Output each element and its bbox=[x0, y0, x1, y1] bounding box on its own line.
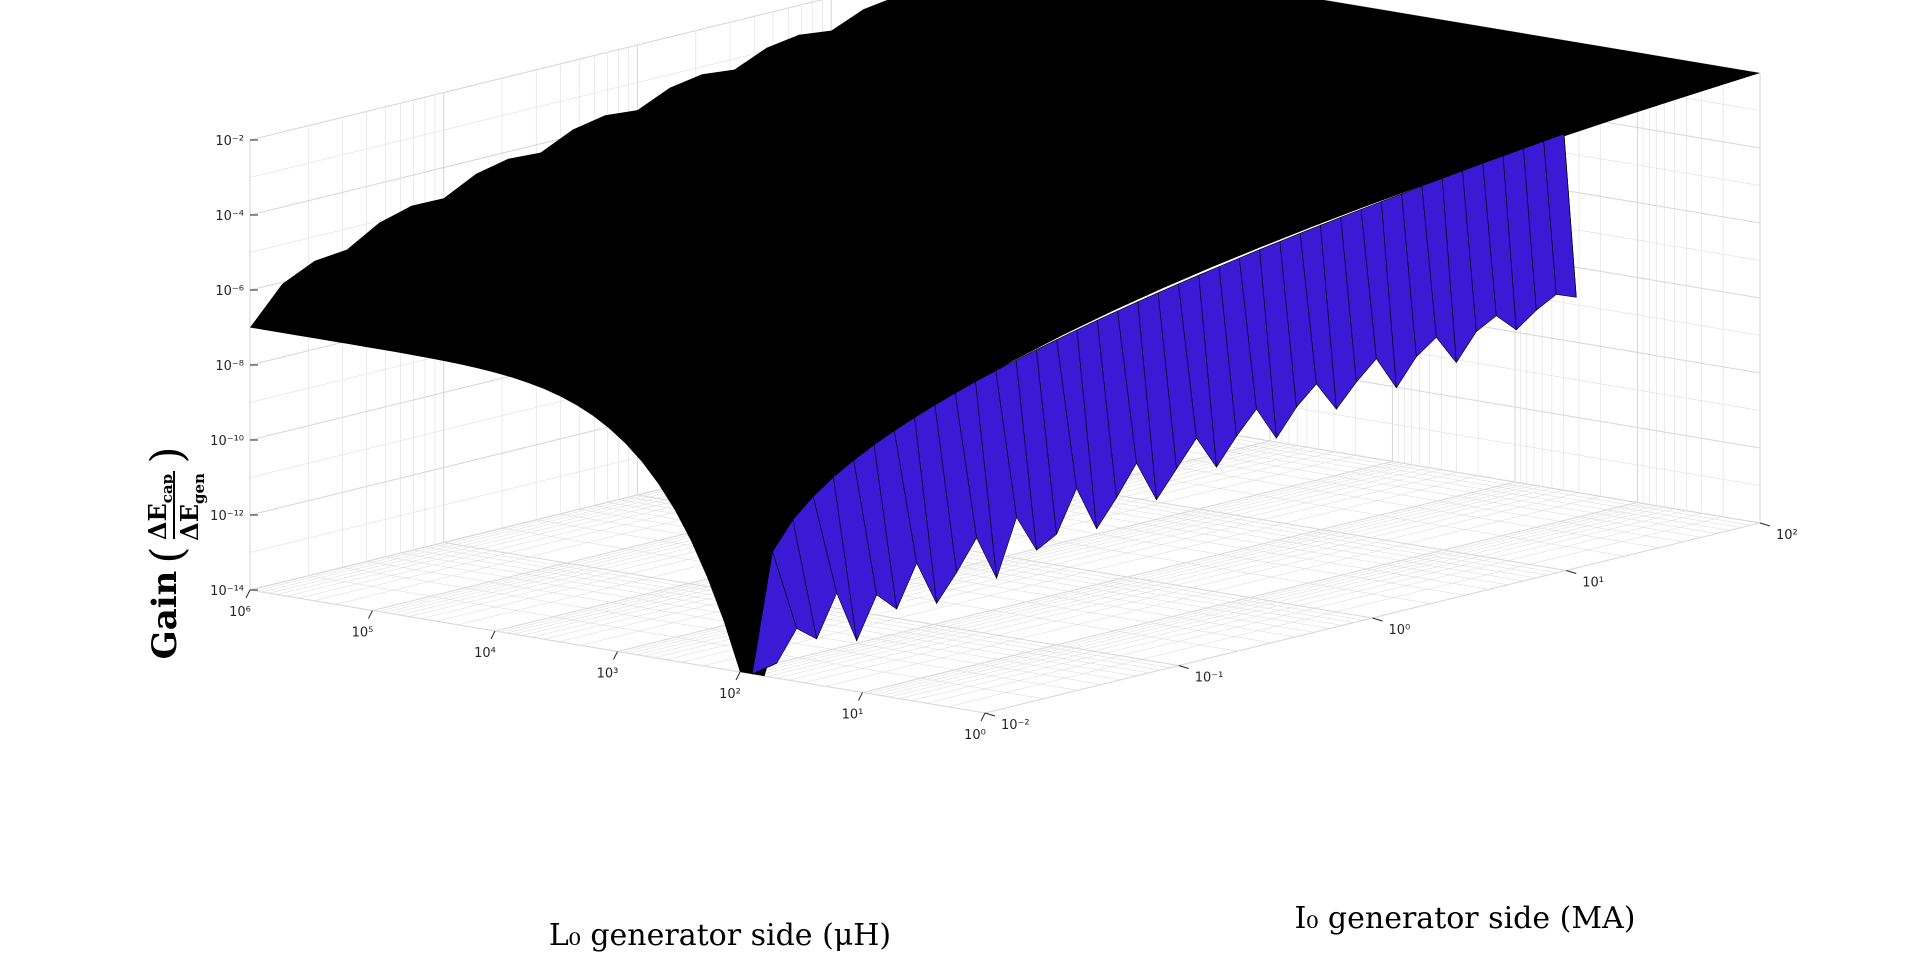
y-tick bbox=[1373, 618, 1383, 621]
z-tick-label: 10⁻¹⁴ bbox=[210, 584, 244, 599]
y-tick-label: 10¹ bbox=[1582, 576, 1604, 591]
y-tick bbox=[1179, 666, 1189, 669]
x-tick bbox=[614, 652, 618, 660]
surface-plot bbox=[250, 0, 1760, 676]
y-tick-label: 10⁻² bbox=[1001, 718, 1030, 733]
z-axis-label-paren-close: ) bbox=[142, 446, 193, 463]
x-tick bbox=[246, 590, 250, 598]
z-tick-label: 10⁻¹² bbox=[210, 509, 244, 524]
x-tick bbox=[981, 713, 985, 721]
y-axis-label: I₀ generator side (MA) bbox=[1295, 901, 1636, 936]
x-tick bbox=[369, 611, 373, 619]
x-tick-label: 10¹ bbox=[842, 708, 864, 723]
z-axis-label: Gain ( ΔEcap ΔEgen ) bbox=[142, 446, 208, 659]
x-tick bbox=[859, 693, 863, 701]
z-axis-label-numerator: ΔEcap bbox=[143, 474, 176, 540]
x-tick-label: 10⁴ bbox=[474, 646, 496, 661]
surface-plateau bbox=[250, 0, 1760, 676]
z-tick-label: 10⁻⁸ bbox=[215, 359, 244, 374]
x-axis-label: L₀ generator side (μH) bbox=[549, 918, 891, 953]
x-tick-label: 10⁰ bbox=[964, 728, 986, 743]
y-tick bbox=[1760, 523, 1770, 526]
y-tick-label: 10² bbox=[1776, 528, 1798, 543]
x-tick bbox=[491, 631, 495, 639]
y-tick bbox=[985, 713, 995, 716]
x-tick-label: 10² bbox=[719, 687, 741, 702]
x-tick-label: 10³ bbox=[597, 667, 619, 682]
z-tick-label: 10⁻⁴ bbox=[215, 209, 244, 224]
z-tick-label: 10⁻² bbox=[215, 134, 244, 149]
z-tick-label: 10⁻¹⁰ bbox=[210, 434, 244, 449]
x-tick bbox=[736, 672, 740, 680]
y-tick-label: 10⁻¹ bbox=[1195, 671, 1224, 686]
z-tick-label: 10⁻⁶ bbox=[215, 284, 244, 299]
y-tick-label: 10⁰ bbox=[1389, 623, 1411, 638]
z-axis-label-prefix: Gain bbox=[145, 571, 185, 660]
x-tick-label: 10⁶ bbox=[229, 605, 251, 620]
z-axis-label-paren-open: ( bbox=[142, 546, 193, 563]
y-tick bbox=[1566, 571, 1576, 574]
x-tick-label: 10⁵ bbox=[352, 626, 374, 641]
z-axis-label-denominator: ΔEgen bbox=[175, 473, 208, 541]
